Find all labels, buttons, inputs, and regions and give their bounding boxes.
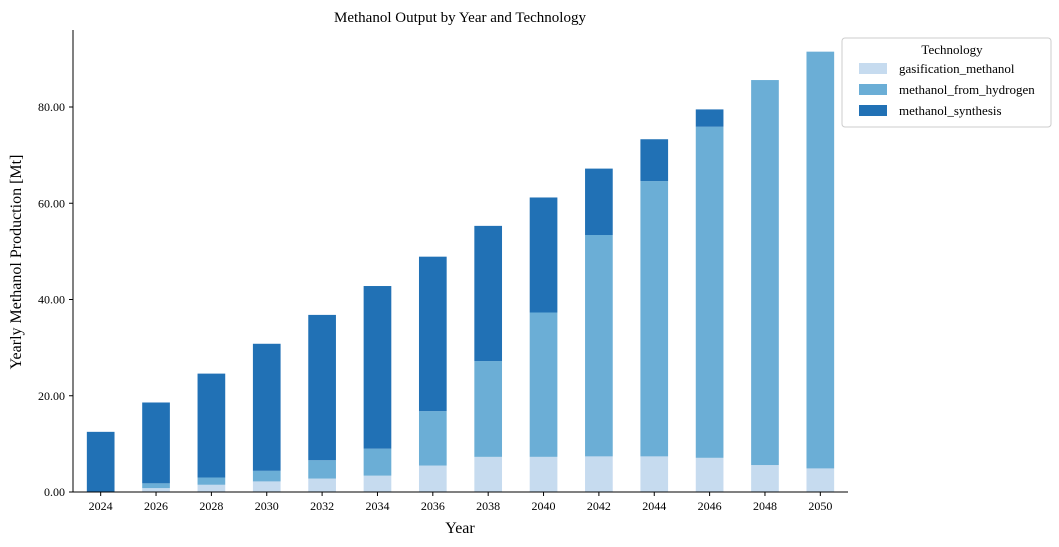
x-tick-label: 2032: [310, 499, 334, 513]
x-tick-label: 2026: [144, 499, 168, 513]
y-tick-label: 20.00: [38, 389, 65, 403]
bar-methanol-synthesis-2034: [363, 286, 392, 449]
x-tick-label: 2034: [365, 499, 389, 513]
legend-label-methanol-synthesis: methanol_synthesis: [899, 103, 1002, 118]
y-tick-label: 80.00: [38, 100, 65, 114]
x-tick-label: 2048: [753, 499, 777, 513]
bar-gasification-methanol-2046: [695, 457, 724, 492]
x-tick-label: 2036: [421, 499, 445, 513]
bar-methanol-from-hydrogen-2044: [640, 181, 669, 457]
bar-gasification-methanol-2030: [252, 481, 281, 492]
x-tick-label: 2030: [255, 499, 279, 513]
bar-methanol-from-hydrogen-2040: [529, 312, 558, 457]
legend-label-gasification-methanol: gasification_methanol: [899, 61, 1015, 76]
bar-methanol-synthesis-2040: [529, 197, 558, 313]
bar-methanol-from-hydrogen-2036: [418, 411, 447, 466]
bar-gasification-methanol-2034: [363, 475, 392, 492]
bar-methanol-synthesis-2032: [308, 314, 336, 461]
bar-methanol-synthesis-2036: [418, 256, 447, 412]
bar-methanol-synthesis-2024: [86, 431, 115, 492]
bar-methanol-synthesis-2044: [640, 139, 669, 182]
x-tick-label: 2042: [587, 499, 611, 513]
bar-gasification-methanol-2048: [751, 465, 779, 492]
plot-area: [86, 51, 835, 492]
bar-gasification-methanol-2032: [308, 478, 336, 492]
bar-methanol-from-hydrogen-2050: [806, 51, 835, 469]
bar-gasification-methanol-2040: [529, 456, 558, 492]
bar-gasification-methanol-2050: [806, 468, 835, 492]
bar-methanol-synthesis-2038: [474, 225, 503, 362]
bar-gasification-methanol-2042: [585, 456, 613, 492]
legend: Technology gasification_methanol methanol…: [841, 37, 1052, 128]
y-axis-label: Yearly Methanol Production [Mt]: [8, 155, 25, 370]
chart-title: Methanol Output by Year and Technology: [334, 10, 586, 26]
x-tick-label: 2040: [532, 499, 556, 513]
legend-swatch-methanol-from-hydrogen: [859, 84, 887, 95]
bar-methanol-synthesis-2030: [252, 343, 281, 471]
x-tick-label: 2038: [476, 499, 500, 513]
bar-methanol-synthesis-2042: [585, 168, 613, 236]
bar-methanol-from-hydrogen-2030: [252, 470, 281, 482]
x-tick-label: 2046: [698, 499, 722, 513]
x-tick-label: 2024: [89, 499, 113, 513]
x-tick-label: 2028: [199, 499, 223, 513]
legend-title: Technology: [921, 42, 983, 57]
bar-methanol-from-hydrogen-2034: [363, 448, 392, 476]
bar-gasification-methanol-2038: [474, 456, 503, 492]
bar-gasification-methanol-2028: [197, 484, 226, 492]
bar-methanol-synthesis-2046: [695, 109, 724, 127]
x-tick-label: 2044: [642, 499, 666, 513]
legend-swatch-gasification-methanol: [859, 63, 887, 74]
bar-methanol-from-hydrogen-2048: [751, 80, 779, 466]
bar-methanol-from-hydrogen-2042: [585, 235, 613, 457]
bar-methanol-from-hydrogen-2026: [142, 483, 170, 489]
bar-methanol-from-hydrogen-2046: [695, 126, 724, 458]
y-tick-label: 60.00: [38, 196, 65, 210]
bar-gasification-methanol-2044: [640, 456, 669, 492]
bar-methanol-from-hydrogen-2038: [474, 361, 503, 457]
bar-gasification-methanol-2036: [418, 465, 447, 492]
bar-gasification-methanol-2026: [142, 488, 170, 492]
bar-methanol-from-hydrogen-2032: [308, 460, 336, 479]
x-axis: 2024 2026 2028 2030 2032 2034 2036 2038 2040 2042…: [73, 491, 848, 513]
bar-methanol-from-hydrogen-2028: [197, 477, 226, 485]
bar-methanol-synthesis-2028: [197, 373, 226, 478]
y-axis: 0.00 20.00 40.00 60.00 80.00: [38, 30, 74, 499]
legend-label-methanol-from-hydrogen: methanol_from_hydrogen: [899, 82, 1035, 97]
x-axis-label: Year: [445, 520, 475, 537]
legend-frame: [841, 37, 1052, 128]
bar-methanol-synthesis-2026: [142, 402, 170, 484]
y-tick-label: 40.00: [38, 293, 65, 307]
x-tick-label: 2050: [808, 499, 832, 513]
legend-swatch-methanol-synthesis: [859, 105, 887, 116]
y-tick-label: 0.00: [44, 485, 65, 499]
